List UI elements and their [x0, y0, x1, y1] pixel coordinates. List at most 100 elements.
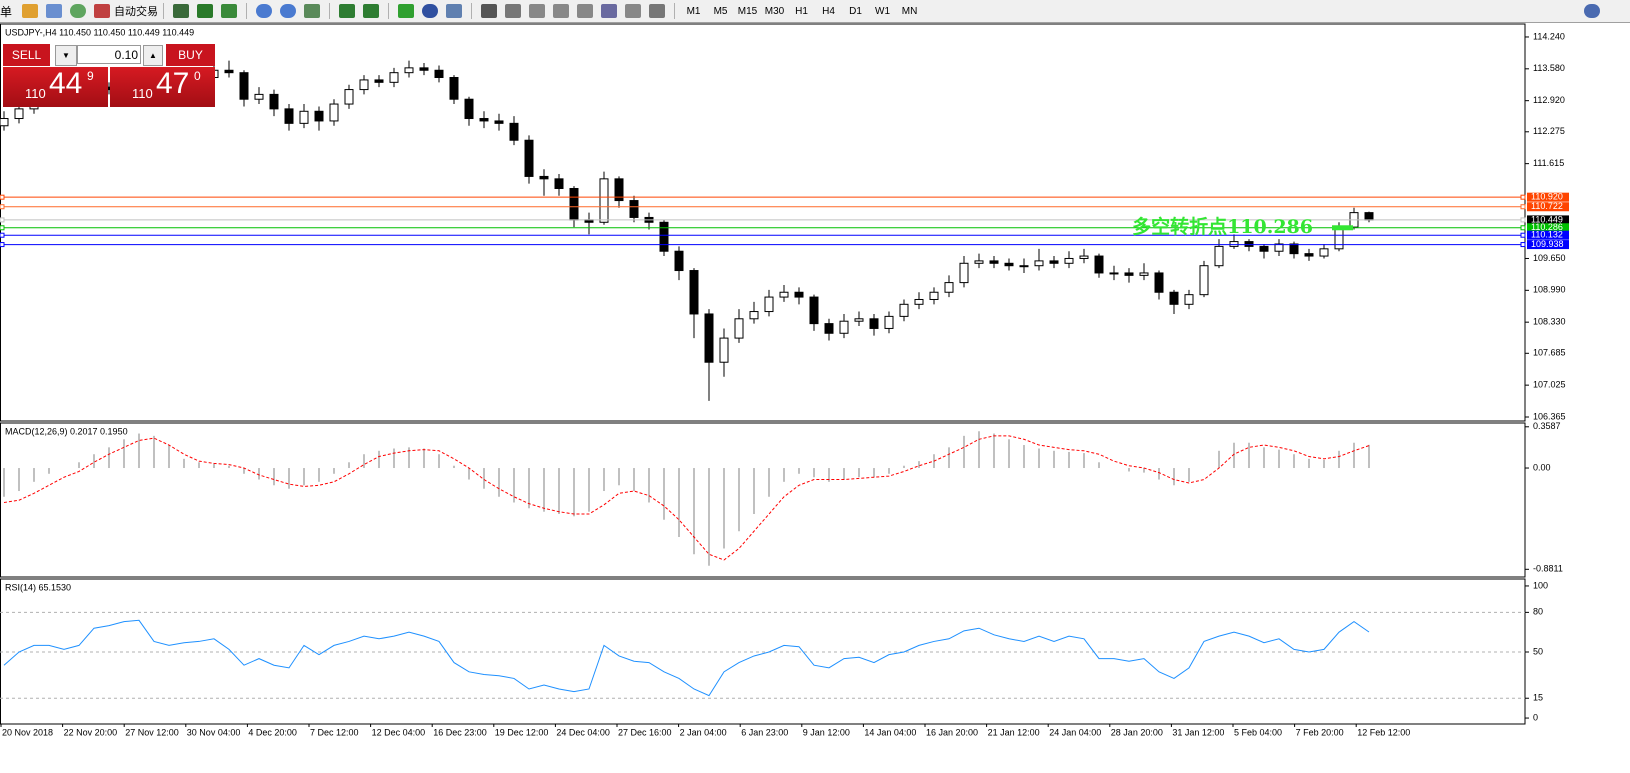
- timeframe-button[interactable]: M15: [737, 5, 758, 17]
- candle-body: [629, 200, 639, 218]
- auto-trade-icon[interactable]: [94, 4, 111, 18]
- icon[interactable]: [173, 4, 190, 18]
- x-tick-label: 20 Nov 2018: [2, 727, 53, 737]
- icon[interactable]: [304, 4, 321, 18]
- icon[interactable]: [363, 4, 380, 18]
- bid-price[interactable]: 110 44 9: [3, 67, 108, 107]
- timeframes: M1 M5 M15 M30 H1 H4 D1 W1 MN: [680, 6, 923, 17]
- candle-body: [1139, 272, 1149, 276]
- candle-body: [809, 296, 819, 325]
- separator: [471, 3, 473, 19]
- x-tick-label: 9 Jan 12:00: [803, 727, 850, 737]
- icon[interactable]: [529, 4, 546, 18]
- timeframe-button[interactable]: W1: [875, 5, 891, 17]
- timeframe-button[interactable]: H1: [795, 5, 808, 17]
- bid-main: 44: [49, 67, 83, 100]
- icon[interactable]: [446, 4, 463, 18]
- candle-body: [389, 72, 399, 83]
- level-label: 110.286: [1531, 222, 1563, 232]
- icon[interactable]: [22, 4, 39, 18]
- y-tick-label: 108.990: [1533, 285, 1566, 295]
- candle-body: [854, 318, 864, 322]
- candle-body: [344, 89, 354, 105]
- candle-body: [1229, 241, 1239, 247]
- icon[interactable]: [481, 4, 498, 18]
- candle-body: [329, 103, 339, 122]
- timeframe-button[interactable]: D1: [849, 5, 862, 17]
- candle-body: [764, 296, 774, 313]
- candle-body: [914, 298, 924, 305]
- icon[interactable]: [577, 4, 594, 18]
- level-handle: [0, 194, 5, 200]
- icon[interactable]: [625, 4, 642, 18]
- candle-body: [1019, 265, 1029, 268]
- axis-background: [1525, 23, 1630, 724]
- level-label-bg: [1527, 230, 1569, 240]
- timeframe-button[interactable]: H4: [822, 5, 835, 17]
- x-tick-label: 12 Dec 04:00: [372, 727, 426, 737]
- lot-input[interactable]: 0.10: [77, 45, 141, 64]
- panel-frame: [0, 422, 1526, 578]
- candle-body: [974, 260, 984, 264]
- search-icon[interactable]: [1584, 4, 1600, 18]
- candle-body: [269, 93, 279, 110]
- timeframe-button[interactable]: MN: [901, 5, 918, 17]
- candle-body: [1034, 260, 1044, 267]
- ask-price[interactable]: 110 47 0: [110, 67, 215, 107]
- trade-panel: SELL ▼ 0.10 ▲ BUY 110 44 9 110 47 0: [3, 44, 215, 108]
- icon[interactable]: [46, 4, 63, 18]
- x-tick-label: 31 Jan 12:00: [1172, 727, 1224, 737]
- x-tick-label: 4 Dec 20:00: [248, 727, 297, 737]
- candle-body: [929, 291, 939, 300]
- lot-up[interactable]: ▲: [143, 45, 163, 66]
- candle-body: [569, 187, 579, 221]
- pivot-marker: [1332, 225, 1353, 231]
- buy-button[interactable]: BUY: [166, 44, 215, 66]
- candle-body: [899, 303, 909, 317]
- icon[interactable]: [280, 4, 297, 18]
- icon[interactable]: [601, 4, 618, 18]
- level-handle: [0, 232, 5, 238]
- icon[interactable]: [505, 4, 522, 18]
- icon[interactable]: [339, 4, 356, 18]
- x-tick-label: 22 Nov 20:00: [64, 727, 118, 737]
- icon[interactable]: [197, 4, 214, 18]
- level-label-bg: [1527, 202, 1569, 212]
- chart: 114.240 113.580 112.920 112.275 111.615 109.6…: [0, 23, 1630, 737]
- candle-body: [1259, 245, 1269, 252]
- candle-body: [0, 118, 9, 127]
- candle-body: [1214, 245, 1224, 267]
- auto-trade-button[interactable]: 自动交易: [114, 6, 159, 18]
- level-label: 110.920: [1531, 192, 1563, 202]
- candle-body: [1169, 291, 1179, 305]
- icon[interactable]: [70, 4, 87, 18]
- sell-button[interactable]: SELL: [3, 44, 50, 66]
- timeframe-button[interactable]: M30: [764, 5, 785, 17]
- icon[interactable]: [649, 4, 666, 18]
- y-tick-label: 0.3587: [1533, 421, 1561, 431]
- candle-body: [1049, 260, 1059, 264]
- icon[interactable]: [422, 4, 439, 18]
- candle-body: [659, 221, 669, 252]
- candle-body: [959, 262, 969, 284]
- candle-body: [554, 178, 564, 189]
- candle-body: [599, 178, 609, 223]
- timeframe-button[interactable]: M1: [686, 5, 701, 17]
- x-tick-label: 7 Dec 12:00: [310, 727, 359, 737]
- level-handle: [0, 217, 5, 223]
- y-tick-label: 0: [1533, 712, 1538, 722]
- ask-main: 47: [156, 67, 190, 100]
- candle-body: [284, 108, 294, 124]
- icon[interactable]: [221, 4, 238, 18]
- candle-body: [1244, 241, 1254, 247]
- timeframe-button[interactable]: M5: [713, 5, 728, 17]
- level-label-bg: [1527, 192, 1569, 202]
- icon[interactable]: [553, 4, 570, 18]
- icon[interactable]: [398, 4, 415, 18]
- lot-down[interactable]: ▼: [55, 45, 77, 66]
- icon[interactable]: [256, 4, 273, 18]
- y-tick-label: 108.330: [1533, 317, 1566, 327]
- x-tick-label: 6 Jan 23:00: [741, 727, 788, 737]
- candle-body: [419, 67, 429, 71]
